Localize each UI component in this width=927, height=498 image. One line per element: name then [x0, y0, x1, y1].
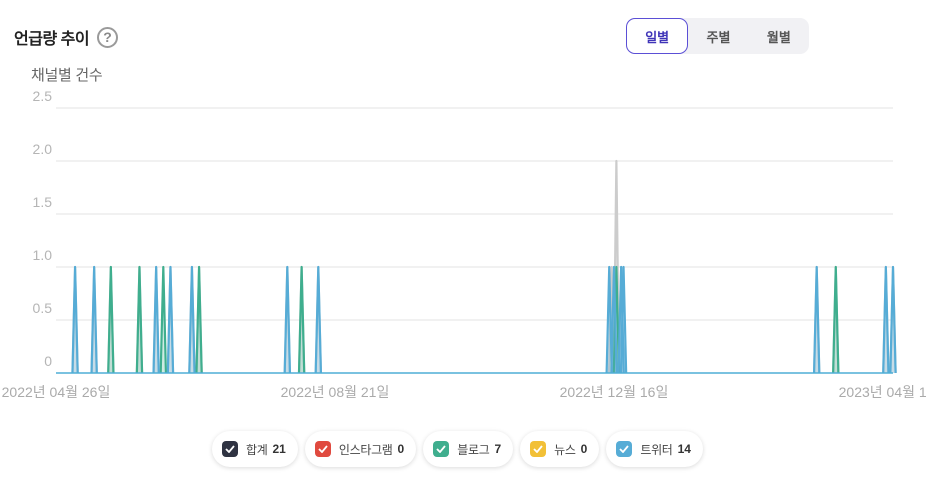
legend-checkbox-instagram[interactable] — [314, 441, 331, 457]
y-tick-label: 0.5 — [33, 300, 53, 316]
legend-count: 7 — [494, 442, 502, 456]
legend-checkbox-total[interactable] — [222, 441, 238, 457]
twitter-spike — [90, 265, 98, 374]
twitter-spike — [812, 265, 821, 374]
legend-count: 0 — [580, 442, 588, 456]
legend-label: 인스타그램 — [338, 442, 393, 457]
legend-label: 합계 — [246, 442, 268, 457]
page-title: 언급량 추이 — [14, 31, 90, 48]
twitter-spike — [889, 265, 897, 374]
blog-spike — [612, 265, 621, 374]
chart-legend: 합계 21 인스타그램 0 블로그 7 뉴스 0 트위터 14 — [212, 431, 703, 467]
y-tick-label: 2.5 — [33, 88, 53, 104]
x-tick-label: 2023년 04월 12일 — [839, 384, 927, 400]
blog-spike — [159, 265, 168, 374]
legend-item-news[interactable]: 뉴스 0 — [520, 431, 600, 467]
legend-count: 14 — [677, 442, 691, 456]
check-icon — [436, 445, 446, 453]
blog-spike — [195, 265, 203, 374]
legend-item-total[interactable]: 합계 21 — [212, 431, 298, 467]
legend-checkbox-blog[interactable] — [433, 441, 450, 457]
twitter-spike — [283, 265, 292, 374]
blog-spike — [107, 265, 115, 374]
legend-label: 뉴스 — [554, 442, 576, 457]
twitter-spike — [610, 265, 618, 374]
legend-count: 21 — [272, 442, 286, 456]
legend-item-instagram[interactable]: 인스타그램 0 — [304, 431, 417, 467]
twitter-spike — [605, 265, 613, 374]
x-tick-label: 2022년 12월 16일 — [560, 384, 669, 400]
y-tick-label: 1.0 — [33, 247, 53, 263]
twitter-spike — [882, 265, 890, 374]
check-icon — [225, 445, 235, 453]
y-tick-label: 0 — [44, 353, 52, 369]
twitter-spike — [152, 265, 160, 374]
legend-item-blog[interactable]: 블로그 7 — [423, 431, 514, 467]
check-icon — [619, 445, 630, 453]
chart-header: 언급량 추이 ? — [14, 25, 119, 49]
twitter-spike — [166, 265, 175, 374]
period-weekly-button[interactable]: 주별 — [706, 29, 731, 45]
y-tick-label: 2.0 — [33, 141, 53, 157]
check-icon — [318, 445, 328, 453]
y-tick-label: 1.5 — [33, 194, 53, 210]
legend-label: 블로그 — [457, 442, 490, 457]
period-monthly-button[interactable]: 월별 — [766, 29, 791, 45]
blog-spike — [297, 265, 306, 374]
blog-spike — [832, 265, 840, 374]
twitter-spike — [188, 265, 196, 374]
legend-label: 트위터 — [640, 442, 673, 457]
legend-count: 0 — [397, 442, 405, 456]
x-tick-label: 2022년 08월 21일 — [281, 384, 390, 400]
y-axis-label: 채널별 건수 — [31, 67, 103, 84]
legend-checkbox-news[interactable] — [530, 441, 547, 457]
legend-item-twitter[interactable]: 트위터 14 — [606, 431, 703, 467]
twitter-spike — [71, 265, 79, 374]
x-tick-label: 2022년 04월 26일 — [2, 384, 111, 400]
period-daily-button[interactable]: 일별 — [626, 18, 689, 54]
period-toggle: 일별 주별 월별 — [626, 18, 809, 54]
twitter-spike — [617, 265, 625, 374]
check-icon — [533, 445, 543, 453]
twitter-spike — [314, 265, 323, 374]
twitter-spike — [619, 265, 628, 374]
legend-checkbox-twitter[interactable] — [616, 441, 633, 457]
question-circle-icon[interactable]: ? — [97, 26, 119, 48]
blog-spike — [135, 265, 144, 374]
mention-trend-chart: 0 0.5 1.0 1.5 2.0 2.5 2022년 04월 26일 2022년 08월 2… — [2, 88, 927, 400]
